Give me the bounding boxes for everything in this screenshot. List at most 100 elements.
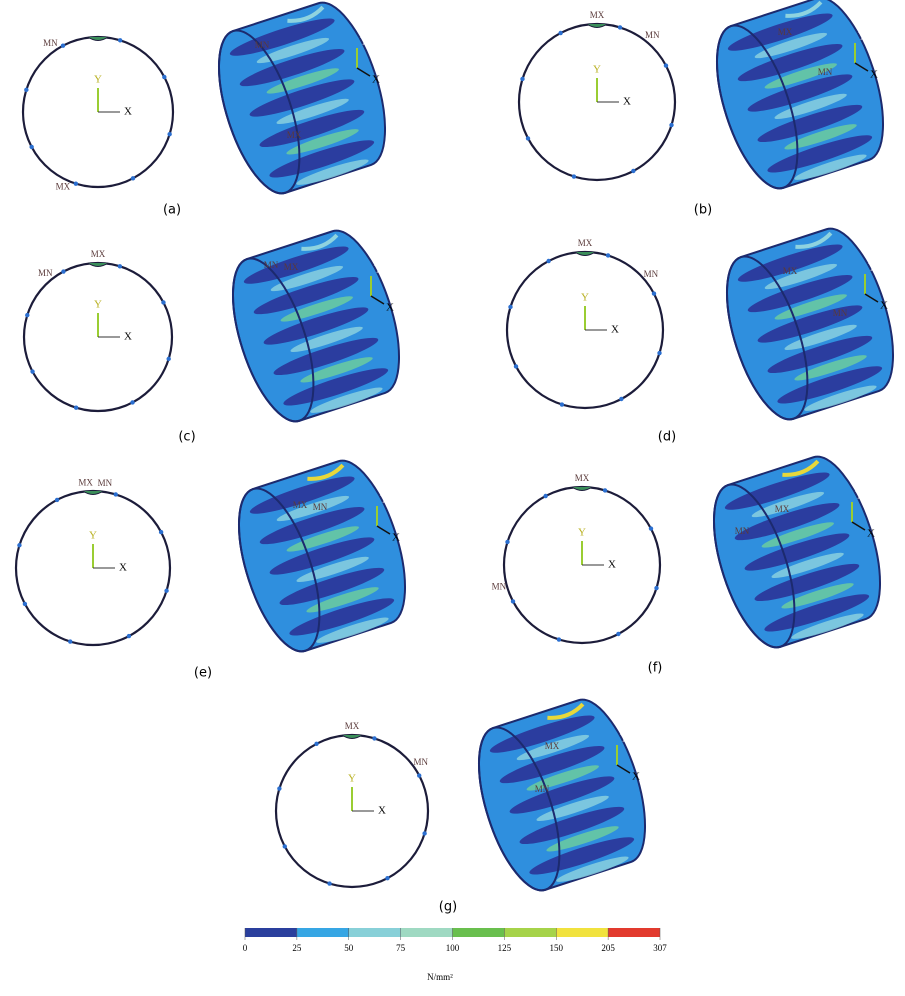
ring-tag: MN: [38, 268, 53, 278]
stress-band: [519, 806, 625, 845]
ring-mark: [619, 396, 624, 402]
stress-band: [269, 140, 375, 178]
ring-mark: [61, 269, 66, 274]
axis-label: X: [867, 528, 875, 540]
stress-band: [289, 598, 395, 636]
ring-mark: [277, 786, 282, 791]
axis-label: Y: [360, 36, 368, 48]
ring-mark: [22, 601, 28, 607]
ring-mark: [422, 831, 427, 836]
axis-label: X: [372, 74, 380, 86]
triad-x: [854, 62, 869, 72]
ring-mark: [546, 258, 551, 264]
ring-mark: [29, 144, 34, 150]
cylinder-tag: MX: [783, 266, 798, 276]
stress-band: [286, 129, 359, 155]
cylinder-tag: MX: [545, 741, 560, 751]
axis-label: X: [392, 532, 400, 544]
axis-label: X: [124, 106, 132, 118]
panel-label: (c): [178, 430, 195, 445]
stress-band: [253, 276, 359, 315]
ring-tag: MX: [78, 477, 93, 487]
axis-label: X: [119, 562, 127, 574]
ring-tag: MX: [590, 10, 605, 20]
axis-label: X: [124, 331, 132, 343]
stress-band: [804, 385, 877, 411]
cylinder-tag: MN: [313, 502, 328, 512]
stress-band: [270, 265, 344, 292]
axis-label: X: [632, 771, 640, 783]
cylinder-tag: MX: [284, 262, 299, 272]
axis-label: X: [880, 300, 888, 312]
hot-spot: [307, 463, 345, 481]
cylinder-tag: MN: [535, 784, 550, 794]
ring-mark: [605, 253, 611, 258]
ring-mark: [30, 369, 35, 374]
stress-band: [727, 13, 833, 51]
ring-mark: [113, 492, 118, 497]
ring-mark: [657, 350, 662, 356]
ring-mark: [126, 633, 132, 639]
ring-mark: [651, 291, 657, 296]
panel: Y X MN MX Y X MN MX (a): [21, 1, 386, 218]
stress-band: [269, 537, 375, 575]
cylinder-end: [232, 257, 315, 423]
stress-band: [259, 109, 365, 148]
ring-mark: [54, 497, 60, 503]
stress-band: [300, 357, 373, 383]
hot-spot: [301, 233, 339, 251]
cylinder-tag: MN: [833, 308, 848, 318]
panel-label: (g): [439, 900, 457, 915]
colorbar-tick-label: 0: [243, 943, 248, 953]
ring-tag: MN: [492, 581, 507, 591]
stress-band: [794, 154, 867, 180]
stress-band: [767, 335, 873, 374]
ring-mark: [68, 639, 73, 644]
ring-mark: [559, 402, 565, 407]
ring-peak: [87, 36, 109, 41]
stress-band: [249, 476, 355, 514]
cylinder-tag: MX: [293, 500, 308, 510]
colorbar-segment: [504, 928, 557, 937]
ring-mark: [648, 526, 654, 531]
axis-label: X: [386, 302, 394, 314]
triad-x: [851, 521, 866, 531]
ring-mark: [60, 43, 66, 48]
colorbar-tick-label: 75: [396, 943, 406, 953]
ring-mark: [417, 773, 422, 778]
colorbar-segment: [608, 928, 660, 937]
stress-band: [737, 43, 843, 82]
stress-band: [791, 613, 864, 639]
ring-mark: [117, 264, 123, 269]
stress-band: [263, 307, 369, 345]
stress-band: [256, 37, 330, 64]
ring-mark: [130, 400, 135, 405]
ring-mark: [117, 38, 123, 43]
stress-band: [279, 567, 385, 606]
stress-band: [764, 263, 838, 290]
stress-band: [724, 472, 830, 510]
ring-peak: [87, 262, 109, 267]
colorbar-segment: [556, 928, 609, 937]
hot-spot: [782, 459, 820, 477]
stress-band: [249, 79, 355, 117]
stress-band: [757, 104, 863, 143]
cylinder-end: [238, 487, 321, 653]
triad-x: [864, 293, 879, 303]
ring-tag: MX: [575, 473, 590, 483]
cylinder-end: [218, 29, 301, 195]
stress-band: [777, 366, 883, 404]
colorbar-tick-label: 205: [601, 943, 615, 953]
stress-band: [754, 32, 828, 59]
stress-band: [751, 491, 825, 518]
colorbar-tick-label: 125: [498, 943, 512, 953]
axis-label: Y: [94, 74, 102, 86]
colorbar-unit: N/mm²: [427, 972, 453, 982]
cylinder-tag: MX: [287, 130, 302, 140]
panel: Y X MX MN Y X MX MN (g): [274, 698, 646, 915]
axis-label: X: [608, 559, 616, 571]
stress-band: [744, 533, 850, 571]
stress-band: [754, 563, 860, 602]
colorbar-segment: [245, 928, 297, 937]
ring-mark: [24, 87, 29, 93]
